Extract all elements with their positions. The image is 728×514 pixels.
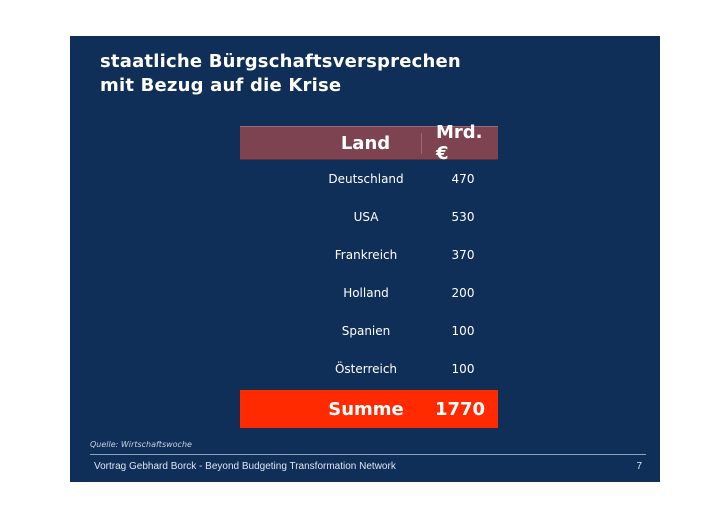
row-country: Spanien: [341, 324, 391, 338]
row-amount: 370: [451, 248, 475, 262]
source-note: Quelle: Wirtschaftswoche: [90, 440, 192, 449]
title-line-2: mit Bezug auf die Krise: [100, 75, 342, 96]
table-row: Frankreich 370: [240, 236, 498, 274]
header-amount: Mrd. €: [436, 122, 483, 164]
row-country: Frankreich: [334, 248, 398, 262]
table-row: Deutschland 470: [240, 160, 498, 198]
row-amount: 200: [451, 286, 475, 300]
slide: staatliche Bürgschaftsversprechen mit Be…: [70, 36, 660, 482]
table-header: Land Mrd. €: [240, 122, 498, 164]
total-row: Summe 1770: [240, 390, 498, 428]
row-country: Holland: [343, 286, 389, 300]
table-row: USA 530: [240, 198, 498, 236]
row-amount: 470: [451, 172, 475, 186]
total-amount: 1770: [434, 398, 486, 420]
row-amount: 530: [451, 210, 475, 224]
guarantee-table: Land Mrd. € Deutschland 470 USA 530 Fran…: [240, 122, 498, 428]
footer-divider: [90, 454, 646, 455]
table-row: Spanien 100: [240, 312, 498, 350]
row-country: Deutschland: [328, 172, 404, 186]
title-line-1: staatliche Bürgschaftsversprechen: [100, 51, 461, 72]
slide-title: staatliche Bürgschaftsversprechen mit Be…: [100, 50, 461, 98]
row-country: Österreich: [334, 362, 398, 376]
footer-text: Vortrag Gebhard Borck - Beyond Budgeting…: [94, 461, 396, 472]
table-row: Österreich 100: [240, 350, 498, 388]
row-country: USA: [353, 210, 379, 224]
header-country: Land: [240, 132, 422, 154]
total-label: Summe: [328, 398, 404, 420]
table-row: Holland 200: [240, 274, 498, 312]
row-amount: 100: [451, 362, 475, 376]
row-amount: 100: [451, 324, 475, 338]
page-number: 7: [636, 461, 642, 472]
